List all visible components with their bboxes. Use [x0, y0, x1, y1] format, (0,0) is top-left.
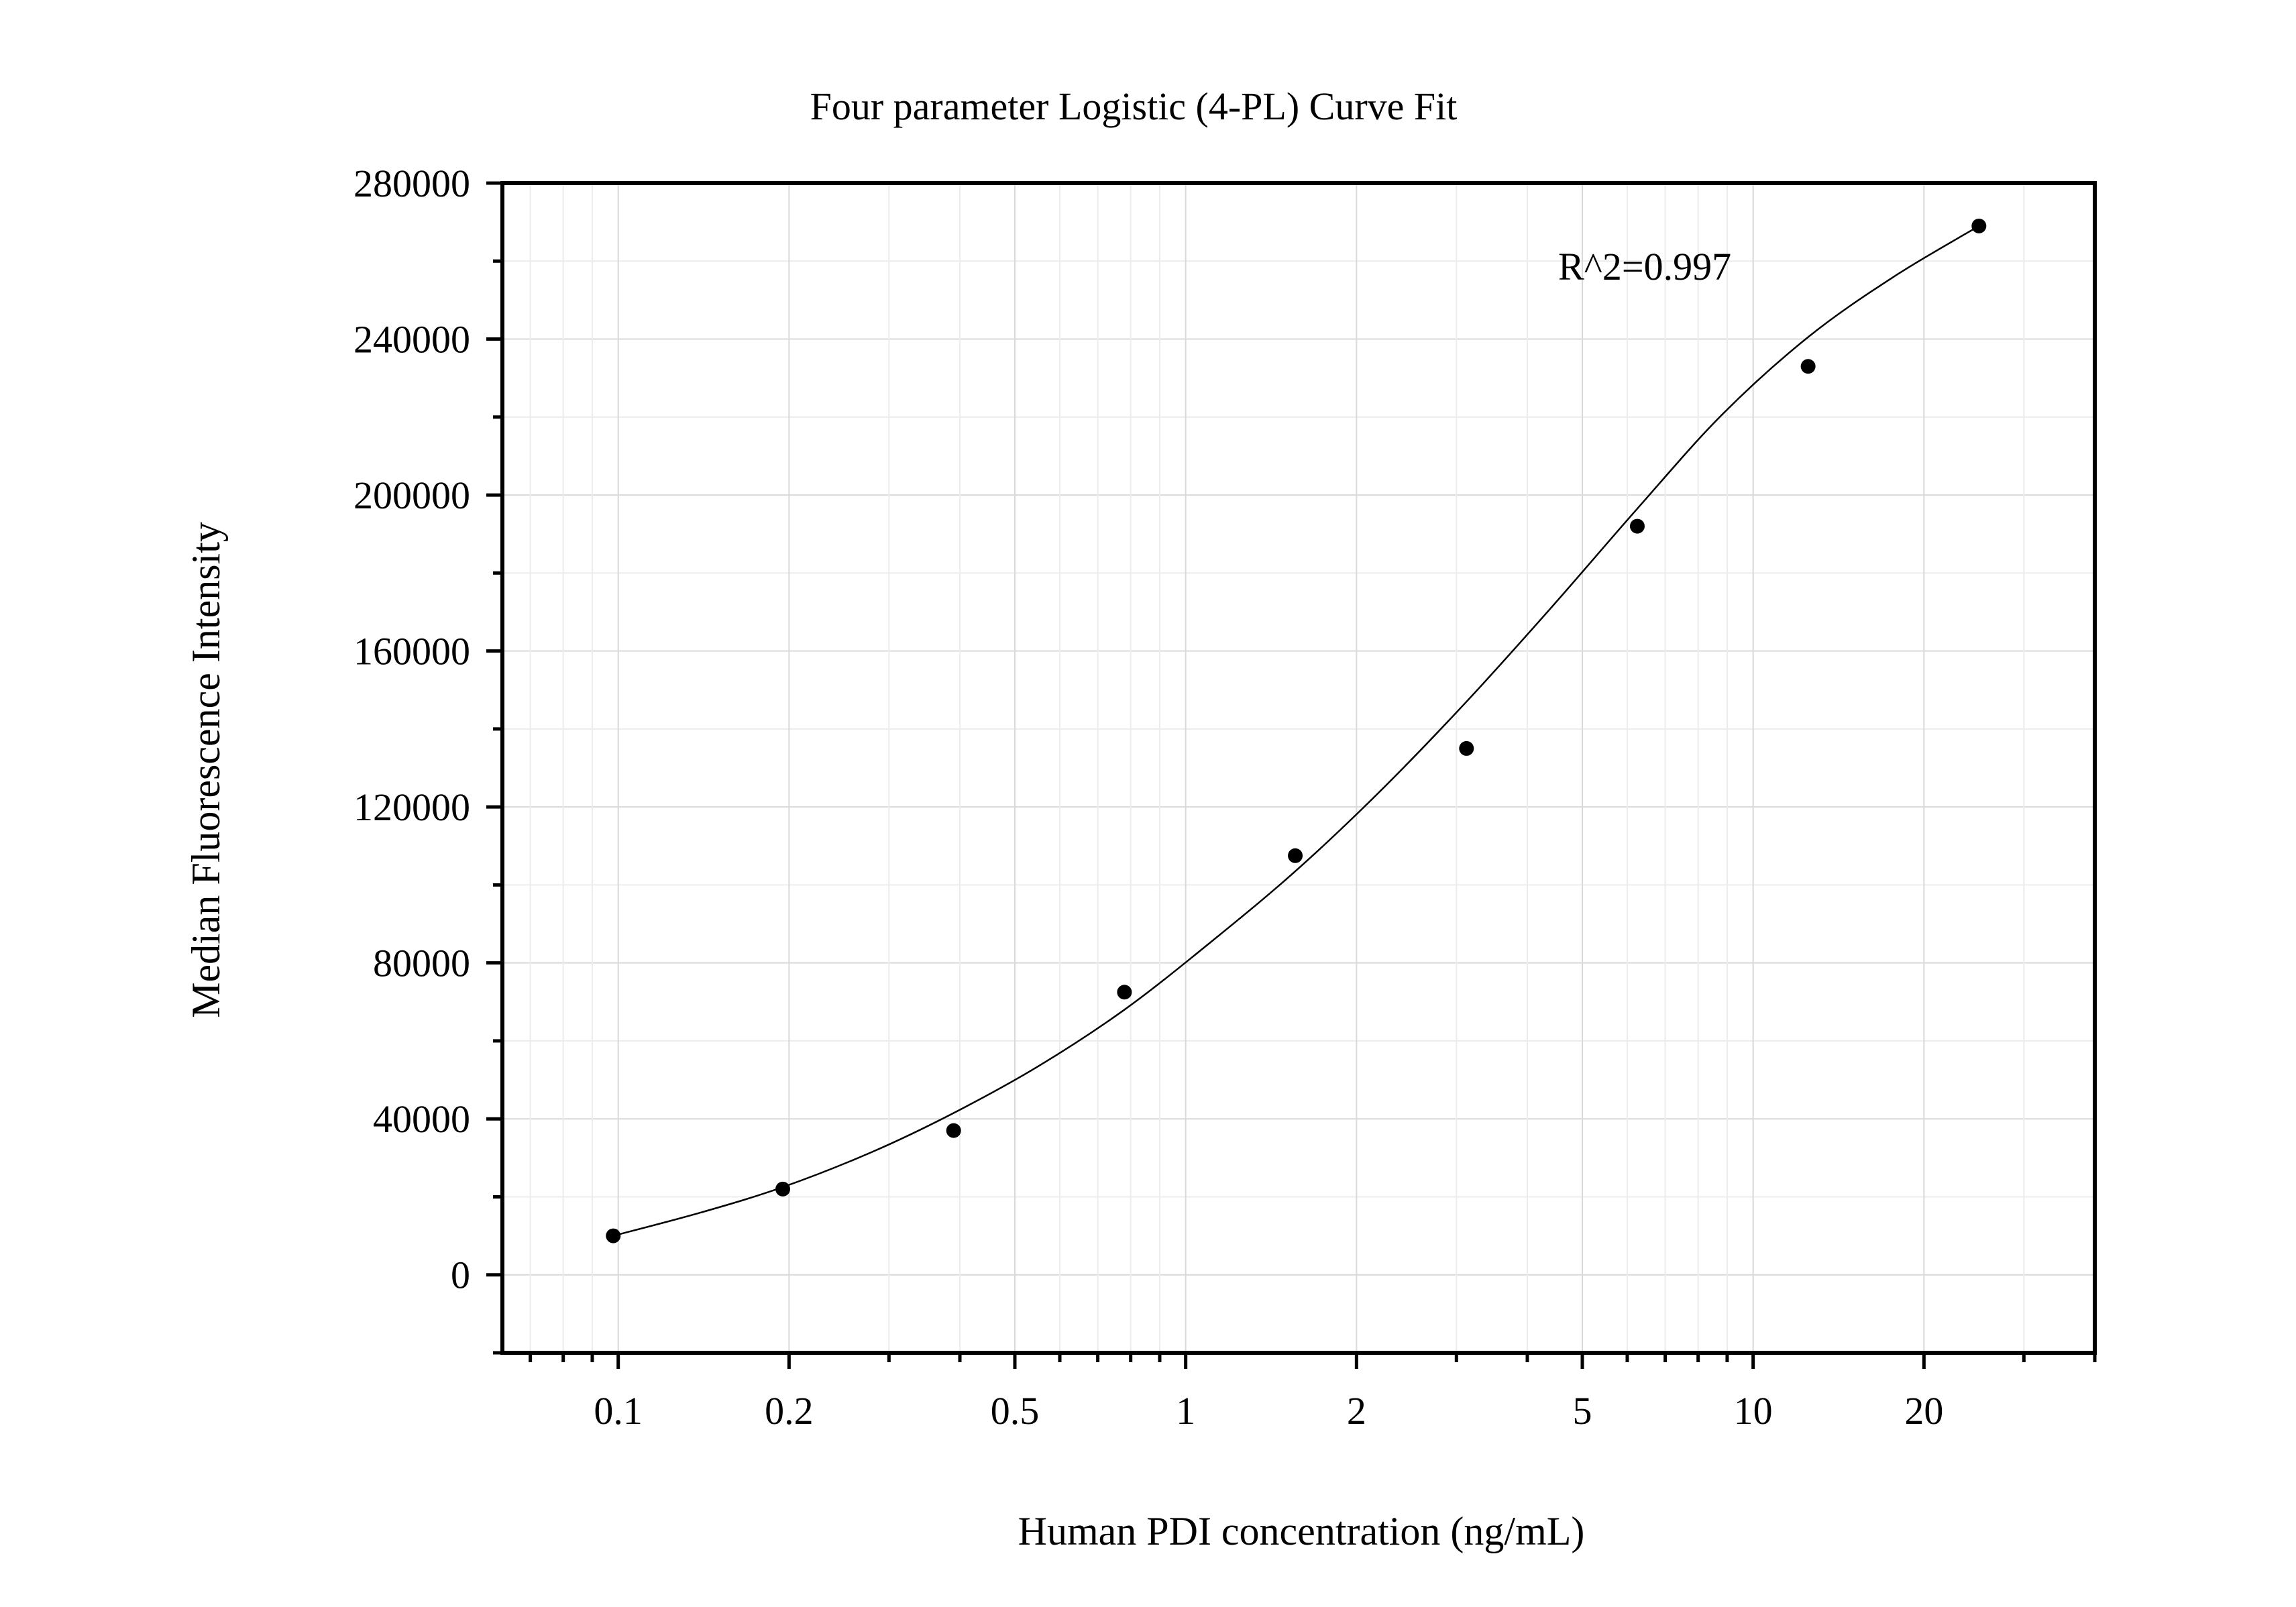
data-point	[1629, 518, 1645, 534]
y-tick-label: 160000	[353, 630, 470, 673]
x-axis-label: Human PDI concentration (ng/mL)	[1018, 1509, 1585, 1553]
data-point	[1459, 740, 1474, 756]
chart-title: Four parameter Logistic (4-PL) Curve Fit	[810, 85, 1458, 128]
y-tick-label: 80000	[373, 942, 470, 985]
y-tick-label: 200000	[353, 474, 470, 517]
data-point	[946, 1123, 961, 1138]
tick-labels: 0 40000 80000 120000 160000 200000 240000 28000…	[353, 162, 1943, 1433]
axis-ticks	[486, 181, 2097, 1369]
y-tick-label: 280000	[353, 162, 470, 205]
x-tick-label: 2	[1347, 1389, 1366, 1433]
x-tick-label: 10	[1734, 1389, 1773, 1433]
data-point	[775, 1181, 791, 1197]
data-point	[1117, 985, 1132, 1000]
data-point	[606, 1228, 621, 1243]
data-points	[606, 218, 1987, 1243]
x-tick-label: 20	[1904, 1389, 1943, 1433]
x-tick-label: 0.5	[991, 1389, 1040, 1433]
data-point	[1288, 848, 1303, 863]
data-point	[1971, 218, 1987, 233]
grid	[502, 182, 2095, 1353]
y-tick-label: 120000	[353, 785, 470, 829]
r-squared-annotation: R^2=0.997	[1558, 245, 1731, 288]
y-axis-label: Median Fluorescence Intensity	[184, 522, 228, 1018]
x-tick-label: 1	[1176, 1389, 1195, 1433]
y-tick-label: 40000	[373, 1097, 470, 1141]
x-tick-label: 0.1	[594, 1389, 643, 1433]
fit-curve-group	[612, 225, 1979, 1237]
plot-frame	[500, 181, 2097, 1355]
y-tick-label: 0	[451, 1254, 470, 1297]
y-tick-label: 240000	[353, 318, 470, 362]
fit-curve-line	[612, 225, 1979, 1237]
x-tick-label: 5	[1572, 1389, 1592, 1433]
data-point	[1800, 359, 1816, 374]
x-tick-label: 0.2	[765, 1389, 814, 1433]
